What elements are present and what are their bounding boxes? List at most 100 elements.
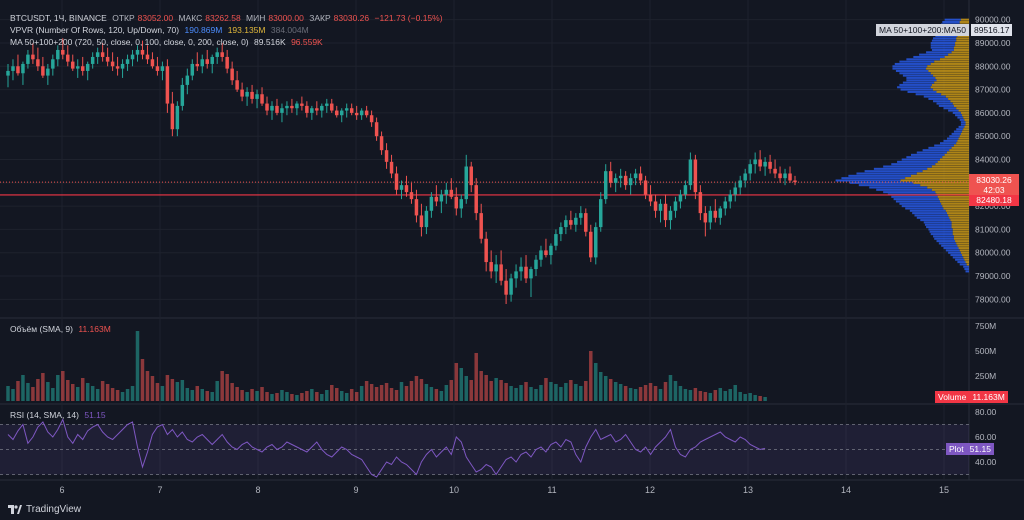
- candle-body: [643, 180, 648, 195]
- volume-profile-bar: [957, 261, 966, 264]
- candle-body: [21, 63, 25, 74]
- candle-body: [449, 189, 454, 197]
- volume-profile-bar: [929, 230, 953, 233]
- volume-bar: [633, 389, 638, 401]
- volume-profile-bar: [937, 160, 969, 163]
- volume-bar: [414, 376, 419, 401]
- volume-bar: [51, 388, 55, 401]
- volume-bar: [648, 383, 653, 401]
- rsi-legend[interactable]: RSI (14, SMA, 14) 51.15: [10, 410, 109, 420]
- candle-body: [100, 52, 105, 57]
- candle-body: [439, 194, 444, 202]
- rsi-tag-value: 51.15: [969, 444, 991, 454]
- volume-profile-bar: [942, 205, 969, 208]
- volume-profile-bar: [906, 58, 940, 61]
- volume-profile-bar: [944, 153, 969, 156]
- volume-profile-bar: [964, 125, 969, 128]
- volume-profile-bar: [955, 114, 963, 117]
- candle-body: [16, 66, 20, 74]
- volume-profile-bar: [891, 195, 938, 198]
- volume-profile-bar: [864, 170, 923, 173]
- volume-bar: [265, 392, 269, 401]
- volume-bar: [598, 372, 603, 401]
- volume-bar: [504, 383, 508, 401]
- volume-profile-bar: [959, 263, 967, 266]
- volume-profile-bar: [945, 249, 960, 252]
- volume-profile-bar: [951, 221, 969, 224]
- vpvr-legend[interactable]: VPVR (Number Of Rows, 120, Up/Down, 70) …: [10, 25, 312, 35]
- open-value: 83052.00: [137, 13, 174, 23]
- volume-profile-bar: [902, 74, 934, 77]
- candle-body: [663, 203, 668, 221]
- rsi-tag-label: Plot: [949, 444, 964, 454]
- candle-body: [584, 213, 588, 232]
- low-label: МИН: [246, 13, 266, 23]
- volume-profile-bar: [928, 69, 969, 72]
- candle-body: [718, 208, 723, 218]
- volume-profile-bar: [927, 186, 969, 189]
- volume-profile-bar: [928, 146, 952, 149]
- volume-bar: [718, 388, 723, 401]
- volume-profile-bar: [934, 60, 969, 63]
- volume-profile-bar: [876, 188, 932, 191]
- volume-profile-bar: [905, 207, 944, 210]
- volume-tick-label: 250M: [975, 371, 996, 381]
- volume-profile-bar: [941, 93, 969, 96]
- candle-body: [320, 105, 324, 111]
- candle-body: [26, 54, 30, 64]
- candle-body: [135, 49, 140, 55]
- candle-body: [504, 280, 508, 295]
- volume-bar: [145, 371, 150, 401]
- time-tick-label: 12: [645, 485, 655, 495]
- volume-bar: [539, 385, 543, 401]
- volume-profile-bar: [913, 181, 969, 184]
- volume-tag-label: Volume: [938, 392, 967, 402]
- candle-body: [738, 180, 742, 188]
- volume-profile-bar: [899, 60, 935, 63]
- volume-profile-bar: [959, 118, 965, 121]
- volume-profile-bar: [849, 181, 914, 184]
- candle-body: [519, 266, 523, 272]
- candle-body: [71, 61, 75, 69]
- volume-profile-bar: [927, 167, 969, 170]
- candle-body: [295, 103, 299, 109]
- candle-body: [220, 52, 224, 57]
- volume-profile-bar: [944, 18, 961, 21]
- candle-body: [270, 105, 274, 111]
- volume-bar: [80, 378, 85, 401]
- symbol-name[interactable]: BTCUSDT, 1Ч, BINANCE: [10, 13, 107, 23]
- candle-body: [499, 264, 503, 281]
- candle-body: [638, 173, 643, 181]
- ma-legend[interactable]: MA 50+100+200 (720, 50, close, 0, 100, c…: [10, 37, 326, 47]
- volume-profile-bar: [934, 81, 969, 84]
- volume-profile-bar: [942, 20, 960, 24]
- volume-profile-bar: [948, 214, 969, 217]
- candle-body: [489, 262, 493, 272]
- volume-bar: [11, 389, 15, 401]
- candle-body: [539, 250, 543, 260]
- volume-profile-bar: [948, 97, 969, 100]
- volume-profile-bar: [943, 247, 959, 250]
- volume-profile-bar: [953, 46, 969, 49]
- volume-profile-bar: [948, 109, 959, 112]
- volume-bar: [155, 383, 160, 401]
- volume-legend[interactable]: Объём (SMA, 9) 11.163M: [10, 324, 114, 334]
- volume-bar: [524, 382, 528, 401]
- volume-bar: [16, 381, 20, 401]
- volume-profile-bar: [952, 230, 969, 233]
- symbol-legend: BTCUSDT, 1Ч, BINANCE ОТКР 83052.00 МАКС 83…: [10, 13, 446, 23]
- volume-profile-bar: [841, 177, 906, 180]
- volume-bar: [419, 379, 424, 401]
- volume-profile-bar: [952, 228, 969, 231]
- candle-body: [46, 68, 50, 76]
- volume-bar: [434, 389, 439, 401]
- volume-bar: [479, 371, 483, 401]
- tradingview-logo[interactable]: TradingView: [8, 504, 81, 515]
- volume-profile-bar: [916, 151, 947, 154]
- volume-profile-bar: [952, 233, 969, 236]
- volume-profile-bar: [960, 132, 969, 135]
- volume-profile-bar: [897, 86, 931, 89]
- candle-body: [85, 63, 90, 71]
- volume-bar: [260, 387, 264, 401]
